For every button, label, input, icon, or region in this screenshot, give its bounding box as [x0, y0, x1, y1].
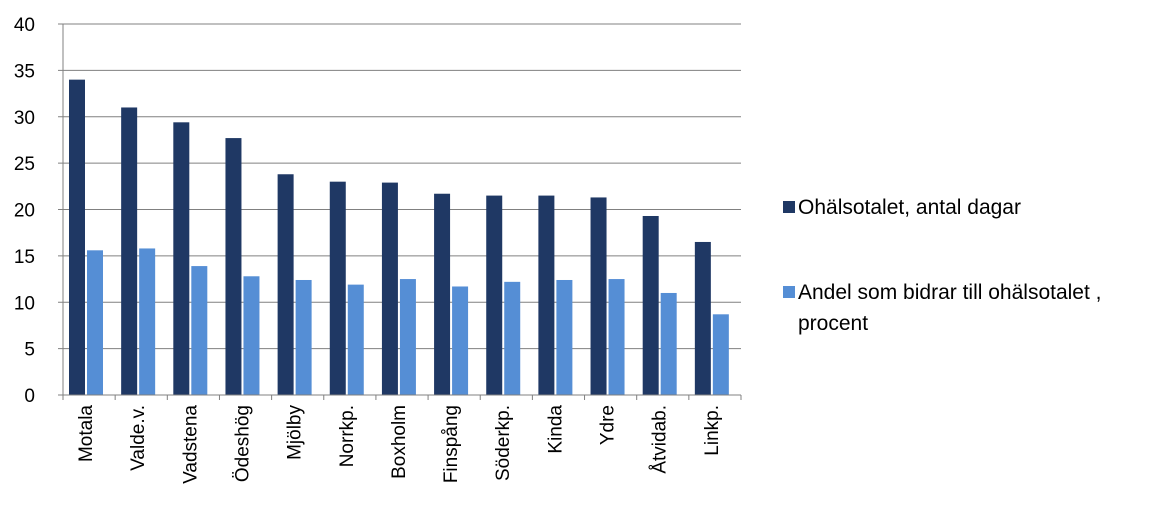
x-category-label: Ydre: [598, 405, 619, 445]
x-category-label: Boxholm: [389, 405, 410, 479]
bar-series-2: [295, 279, 312, 395]
bar-series-2: [556, 279, 573, 395]
bar-series-2: [399, 279, 416, 395]
bar-series-1: [694, 241, 711, 395]
bar-series-2: [608, 279, 625, 395]
x-category-label: Vadstena: [180, 405, 201, 484]
bar-series-1: [277, 174, 294, 395]
x-axis: Motala Valde.v. Vadstena Ödeshög Mjölby Norrk…: [62, 394, 742, 484]
bar-series-2: [191, 266, 208, 395]
bar-series-1: [642, 215, 659, 395]
bar-series-2: [504, 281, 521, 395]
x-category-label: Norrkp.: [337, 405, 358, 467]
legend-label-series-2-line-2: procent: [798, 312, 868, 335]
bar-series-1: [590, 197, 607, 395]
bar-series-2: [660, 292, 677, 395]
y-tick-label: 40: [14, 15, 35, 36]
bar-series-2: [347, 284, 364, 395]
y-tick-label: 30: [14, 108, 35, 129]
x-category-label: Motala: [76, 405, 97, 462]
x-category-label: Mjölby: [285, 405, 306, 460]
bars: [69, 79, 729, 396]
legend-swatch-series-1: [783, 201, 795, 213]
legend-label-series-2-line-1: Andel som bidrar till ohälsotalet ,: [798, 281, 1102, 304]
x-category-label: Linkp.: [702, 405, 723, 456]
legend-swatch-series-2: [783, 286, 795, 298]
bar-series-1: [434, 193, 451, 395]
bar-series-2: [452, 286, 469, 395]
bar-series-1: [225, 138, 242, 395]
bar-series-1: [173, 122, 190, 395]
bar-series-2: [243, 276, 260, 395]
bar-series-2: [139, 248, 156, 395]
y-tick-label: 10: [14, 293, 35, 314]
x-category-label: Kinda: [545, 405, 566, 454]
bar-series-1: [381, 182, 398, 395]
bar-series-2: [712, 314, 729, 395]
bar-series-1: [329, 181, 346, 395]
bar-series-1: [69, 79, 85, 396]
x-category-label: Ödeshög: [232, 405, 253, 482]
bar-series-2: [87, 250, 103, 395]
y-tick-label: 15: [14, 247, 35, 268]
bar-series-1: [538, 195, 555, 395]
y-tick-label: 5: [24, 340, 35, 361]
x-category-label: Söderkp.: [493, 405, 514, 481]
y-tick-label: 20: [14, 201, 35, 222]
bar-series-1: [486, 195, 503, 395]
legend: Ohälsotalet, antal dagar Andel som bidra…: [783, 196, 1102, 335]
x-category-label: Finspång: [441, 405, 462, 483]
x-category-label: Valde.v.: [128, 405, 149, 471]
bar-series-1: [121, 107, 138, 395]
y-tick-label: 35: [14, 61, 35, 82]
y-tick-label: 25: [14, 154, 35, 175]
y-axis: 0 5 10 15 20 25 30 35 40: [14, 15, 64, 407]
legend-label-series-1: Ohälsotalet, antal dagar: [798, 196, 1021, 219]
y-tick-label: 0: [24, 386, 35, 407]
x-category-label: Åtvidab.: [650, 405, 671, 474]
